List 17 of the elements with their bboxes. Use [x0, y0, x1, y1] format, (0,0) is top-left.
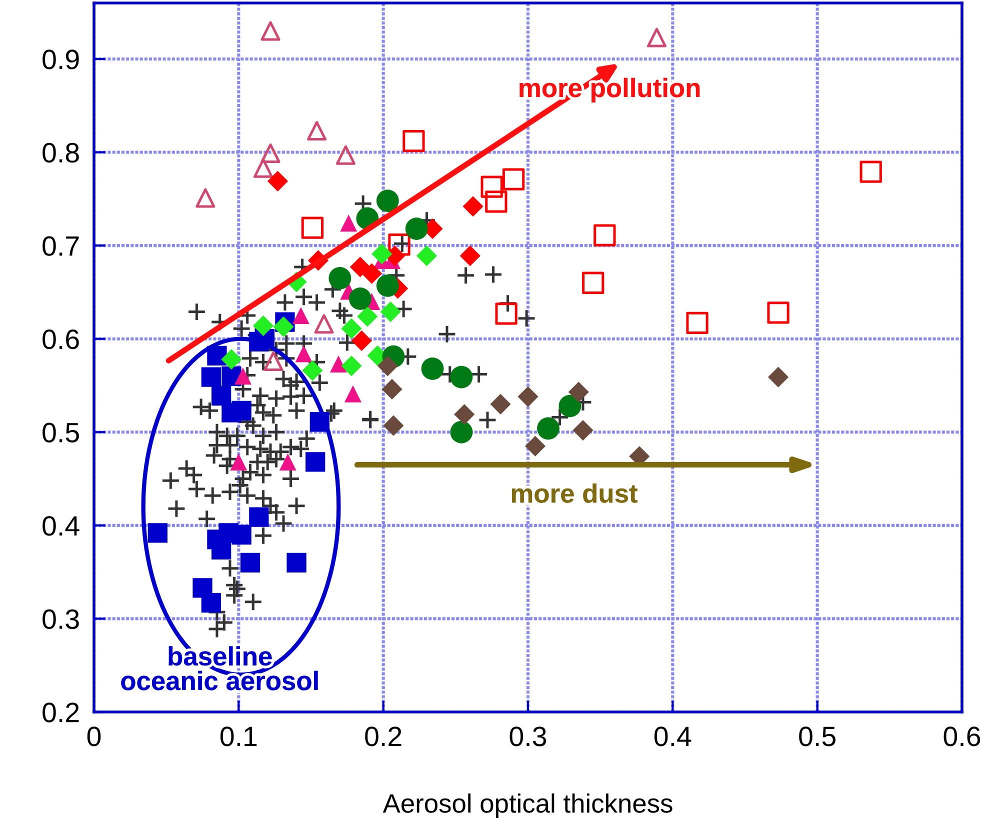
annotation: more dust [512, 483, 638, 503]
x-tick-label: 0.3 [510, 726, 546, 746]
y-tick-label: 0.4 [42, 516, 80, 536]
y-tick-label: 0.7 [42, 236, 79, 256]
y-tick-label: 0.3 [42, 609, 79, 630]
x-tick-label: 0.4 [654, 726, 692, 746]
y-tick-label: 0.6 [42, 330, 79, 350]
y-tick-label: 0.9 [42, 50, 79, 70]
y-tick-label: 0.8 [42, 142, 79, 163]
x-tick-label: 0 [87, 726, 101, 746]
x-axis-title: Aerosol optical thickness [382, 793, 672, 818]
y-tick-label: 0.2 [42, 702, 79, 722]
x-tick-label: 0.2 [365, 726, 402, 746]
x-tick-label: 0.5 [799, 726, 836, 746]
y-tick-label: 0.5 [42, 422, 79, 442]
x-tick-label: 0.6 [944, 726, 980, 746]
x-tick-label: 0.1 [220, 726, 257, 746]
